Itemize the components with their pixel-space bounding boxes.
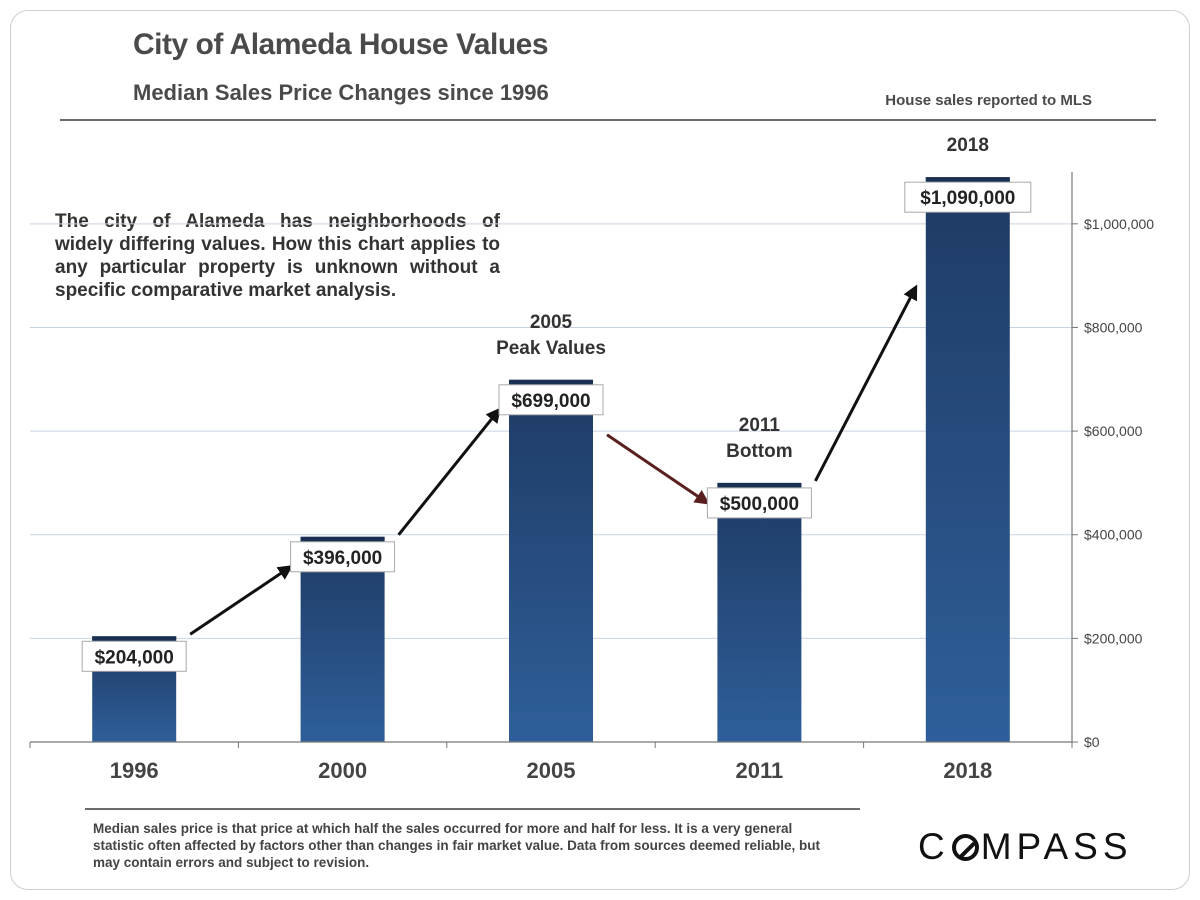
value-label: $500,000	[720, 494, 799, 515]
bar-2005	[509, 379, 593, 742]
value-label-box	[81, 640, 187, 672]
value-label-box	[706, 487, 812, 519]
chart-subtitle: Median Sales Price Changes since 1996	[133, 80, 549, 105]
trend-arrow-down	[606, 433, 710, 505]
y-tick-label: $600,000	[1084, 423, 1143, 439]
trend-arrow-up	[397, 407, 501, 536]
footer-divider	[85, 808, 860, 810]
value-label-box	[498, 384, 604, 416]
y-tick-label: $400,000	[1084, 527, 1143, 543]
x-tick-label: 2005	[527, 758, 576, 783]
header-divider	[60, 119, 1156, 121]
bar-2018	[925, 177, 1010, 742]
source-note: House sales reported to MLS	[885, 92, 1092, 109]
annotation-2005: 2005	[530, 312, 573, 333]
bar-cap-2005	[509, 379, 593, 384]
value-label: $1,090,000	[920, 188, 1015, 209]
explanatory-note: The city of Alameda has neighborhoods of…	[55, 211, 500, 301]
x-tick-label: 2018	[943, 758, 992, 783]
value-label: $699,000	[511, 391, 590, 412]
annotation-2018: 2018	[947, 135, 989, 156]
value-label-box	[904, 181, 1032, 213]
annotation-2005: Peak Values	[496, 338, 606, 359]
bar-cap-2018	[925, 177, 1010, 182]
footnote-text: Median sales price is that price at whic…	[93, 821, 820, 870]
y-tick-label: $200,000	[1084, 630, 1143, 646]
bar-cap-1996	[92, 636, 177, 641]
y-tick-label: $0	[1084, 734, 1100, 750]
y-tick-label: $1,000,000	[1084, 216, 1154, 232]
x-tick-label: 2011	[736, 758, 784, 783]
annotation-2011: 2011	[739, 415, 781, 436]
compass-logo: C MPASS	[918, 826, 1133, 867]
bar-cap-2011	[717, 482, 802, 487]
value-label: $396,000	[303, 548, 382, 569]
y-tick-label: $800,000	[1084, 319, 1143, 335]
chart-title: City of Alameda House Values	[133, 28, 549, 61]
bar-cap-2000	[300, 536, 385, 541]
trend-arrow-up	[189, 565, 294, 636]
value-label-box	[290, 541, 396, 573]
annotation-2011: Bottom	[726, 441, 792, 462]
value-label: $204,000	[95, 647, 174, 668]
trend-arrow-up	[814, 284, 918, 482]
x-tick-label: 1996	[110, 758, 159, 783]
x-tick-label: 2000	[318, 758, 367, 783]
compass-o-icon	[951, 834, 979, 861]
bar-2011	[717, 482, 802, 742]
